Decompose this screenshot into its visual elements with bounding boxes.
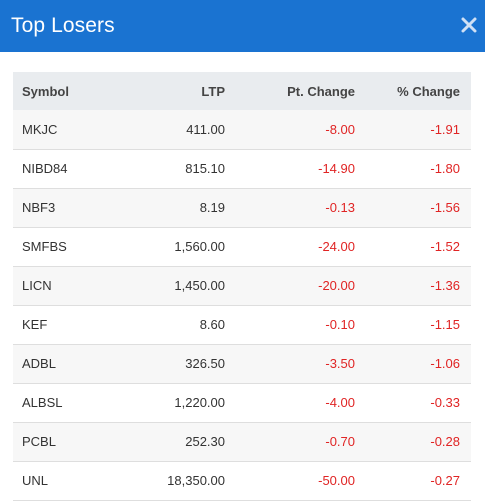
- table-row[interactable]: MKJC 411.00 -8.00 -1.91: [13, 110, 471, 149]
- pt-change-cell: -0.70: [325, 434, 355, 449]
- symbol-cell[interactable]: LICN: [22, 278, 52, 293]
- table-row[interactable]: KEF 8.60 -0.10 -1.15: [13, 305, 471, 344]
- ltp-cell: 1,220.00: [174, 395, 225, 410]
- ltp-cell: 1,560.00: [174, 239, 225, 254]
- table-row[interactable]: PCBL 252.30 -0.70 -0.28: [13, 422, 471, 461]
- table-header-row: Symbol LTP Pt. Change % Change: [13, 72, 471, 110]
- table-row[interactable]: NIBD84 815.10 -14.90 -1.80: [13, 149, 471, 188]
- ltp-cell: 252.30: [185, 434, 225, 449]
- pt-change-cell: -3.50: [325, 356, 355, 371]
- pt-change-cell: -4.00: [325, 395, 355, 410]
- symbol-cell[interactable]: NIBD84: [22, 161, 68, 176]
- symbol-cell[interactable]: ADBL: [22, 356, 56, 371]
- pct-change-cell: -0.27: [430, 473, 460, 488]
- losers-table: Symbol LTP Pt. Change % Change MKJC 411.…: [13, 72, 471, 501]
- ltp-cell: 326.50: [185, 356, 225, 371]
- symbol-cell[interactable]: KEF: [22, 317, 48, 332]
- modal-body: Symbol LTP Pt. Change % Change MKJC 411.…: [0, 52, 485, 501]
- symbol-cell[interactable]: NBF3: [22, 200, 56, 215]
- column-header-ltp[interactable]: LTP: [201, 83, 225, 99]
- pt-change-cell: -0.13: [325, 200, 355, 215]
- ltp-cell: 411.00: [186, 121, 225, 137]
- ltp-cell: 18,350.00: [167, 473, 225, 488]
- pct-change-cell: -1.06: [430, 356, 460, 371]
- symbol-cell[interactable]: PCBL: [22, 434, 56, 449]
- column-header-pct-change[interactable]: % Change: [397, 83, 460, 99]
- pct-change-cell: -0.28: [430, 434, 460, 449]
- table-row[interactable]: LICN 1,450.00 -20.00 -1.36: [13, 266, 471, 305]
- table-row[interactable]: ALBSL 1,220.00 -4.00 -0.33: [13, 383, 471, 422]
- close-icon[interactable]: [459, 15, 479, 35]
- pt-change-cell: -14.90: [318, 161, 355, 176]
- pt-change-cell: -20.00: [318, 278, 355, 293]
- ltp-cell: 815.10: [185, 161, 225, 176]
- table-row[interactable]: NBF3 8.19 -0.13 -1.56: [13, 188, 471, 227]
- column-header-pt-change[interactable]: Pt. Change: [287, 83, 355, 99]
- ltp-cell: 8.60: [199, 317, 225, 332]
- ltp-cell: 1,450.00: [174, 278, 225, 293]
- pt-change-cell: -50.00: [318, 473, 355, 488]
- pct-change-cell: -1.56: [430, 200, 460, 215]
- pct-change-cell: -1.15: [430, 317, 460, 332]
- symbol-cell[interactable]: MKJC: [22, 121, 58, 137]
- table-row[interactable]: UNL 18,350.00 -50.00 -0.27: [13, 461, 471, 500]
- pt-change-cell: -24.00: [318, 239, 355, 254]
- pt-change-cell: -0.10: [325, 317, 355, 332]
- table-row[interactable]: ADBL 326.50 -3.50 -1.06: [13, 344, 471, 383]
- modal-header: Top Losers: [0, 0, 485, 52]
- pt-change-cell: -8.00: [325, 121, 355, 137]
- symbol-cell[interactable]: SMFBS: [22, 239, 67, 254]
- symbol-cell[interactable]: ALBSL: [22, 395, 63, 410]
- pct-change-cell: -1.91: [430, 121, 460, 137]
- ltp-cell: 8.19: [199, 200, 225, 215]
- pct-change-cell: -1.52: [430, 239, 460, 254]
- pct-change-cell: -0.33: [430, 395, 460, 410]
- modal-title: Top Losers: [11, 14, 115, 37]
- pct-change-cell: -1.80: [430, 161, 460, 176]
- column-header-symbol[interactable]: Symbol: [22, 83, 69, 99]
- table-row[interactable]: SMFBS 1,560.00 -24.00 -1.52: [13, 227, 471, 266]
- pct-change-cell: -1.36: [430, 278, 460, 293]
- symbol-cell[interactable]: UNL: [22, 473, 49, 488]
